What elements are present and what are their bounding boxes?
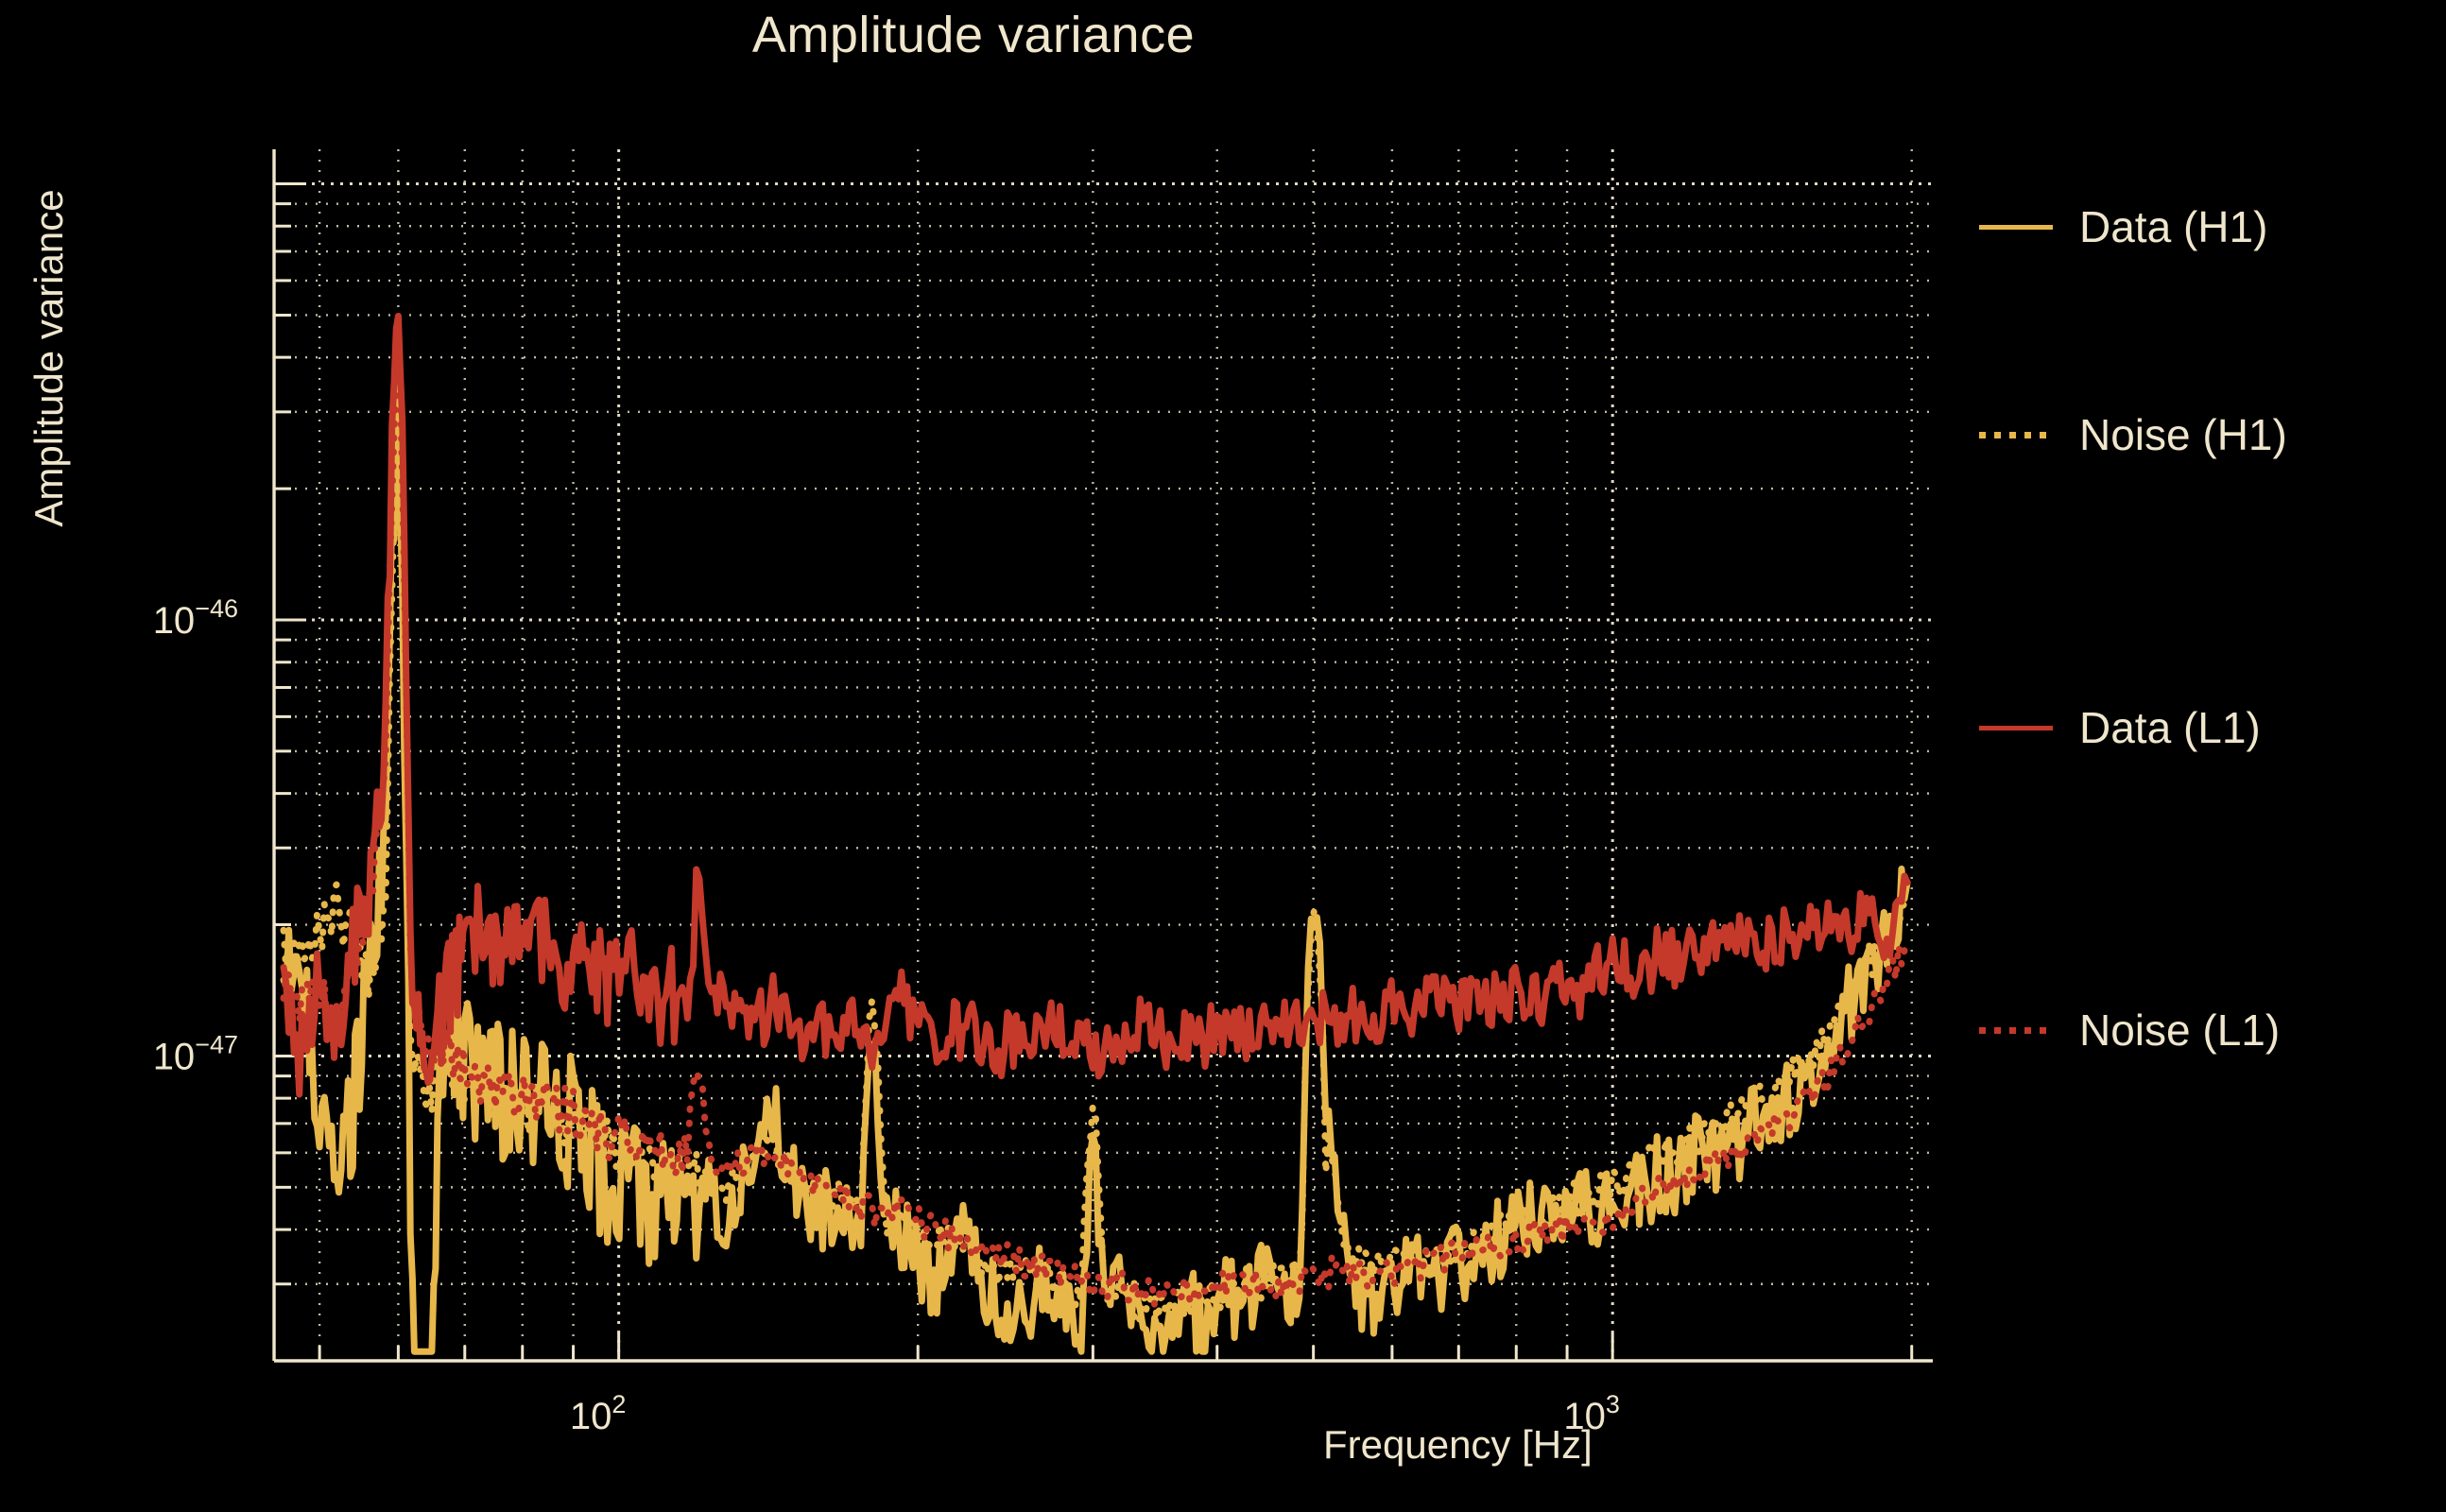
legend-swatch-solid-line-icon xyxy=(1975,699,2057,756)
legend-label: Data (L1) xyxy=(2079,703,2261,752)
chart-title: Amplitude variance xyxy=(751,7,1196,63)
x-tick-label: 102 xyxy=(570,1390,627,1437)
series-line-data-l1 xyxy=(280,313,1911,1098)
legend-swatch-dotted-line-icon xyxy=(1975,406,2057,463)
series-line-noise-l1 xyxy=(280,335,1911,1309)
series-line-data-h1 xyxy=(280,359,1911,1355)
axis-spines xyxy=(272,149,1933,1363)
y-tick-label: 10−47 xyxy=(153,1030,238,1077)
x-axis-label: Frequency [Hz] xyxy=(1323,1422,1593,1467)
legend-label: Noise (H1) xyxy=(2079,410,2287,459)
legend-item-noise-l1[interactable]: Noise (L1) xyxy=(1975,1002,2280,1058)
legend-item-noise-h1[interactable]: Noise (H1) xyxy=(1975,406,2287,463)
y-tick-label: 10−46 xyxy=(153,594,238,642)
tick-labels: 10−47 10−46 102 103 xyxy=(153,594,1620,1437)
legend-label: Noise (L1) xyxy=(2079,1005,2281,1055)
legend: Data (H1) Noise (H1) Data (L1) Noise (L1) xyxy=(1975,113,2446,1399)
x-tick-label: 103 xyxy=(1563,1390,1620,1437)
legend-swatch-dotted-line-icon xyxy=(1975,1002,2057,1058)
legend-swatch-solid-line-icon xyxy=(1975,198,2057,255)
data-series xyxy=(280,313,1911,1355)
legend-item-data-h1[interactable]: Data (H1) xyxy=(1975,198,2267,255)
legend-item-data-l1[interactable]: Data (L1) xyxy=(1975,699,2261,756)
legend-label: Data (H1) xyxy=(2079,202,2268,251)
